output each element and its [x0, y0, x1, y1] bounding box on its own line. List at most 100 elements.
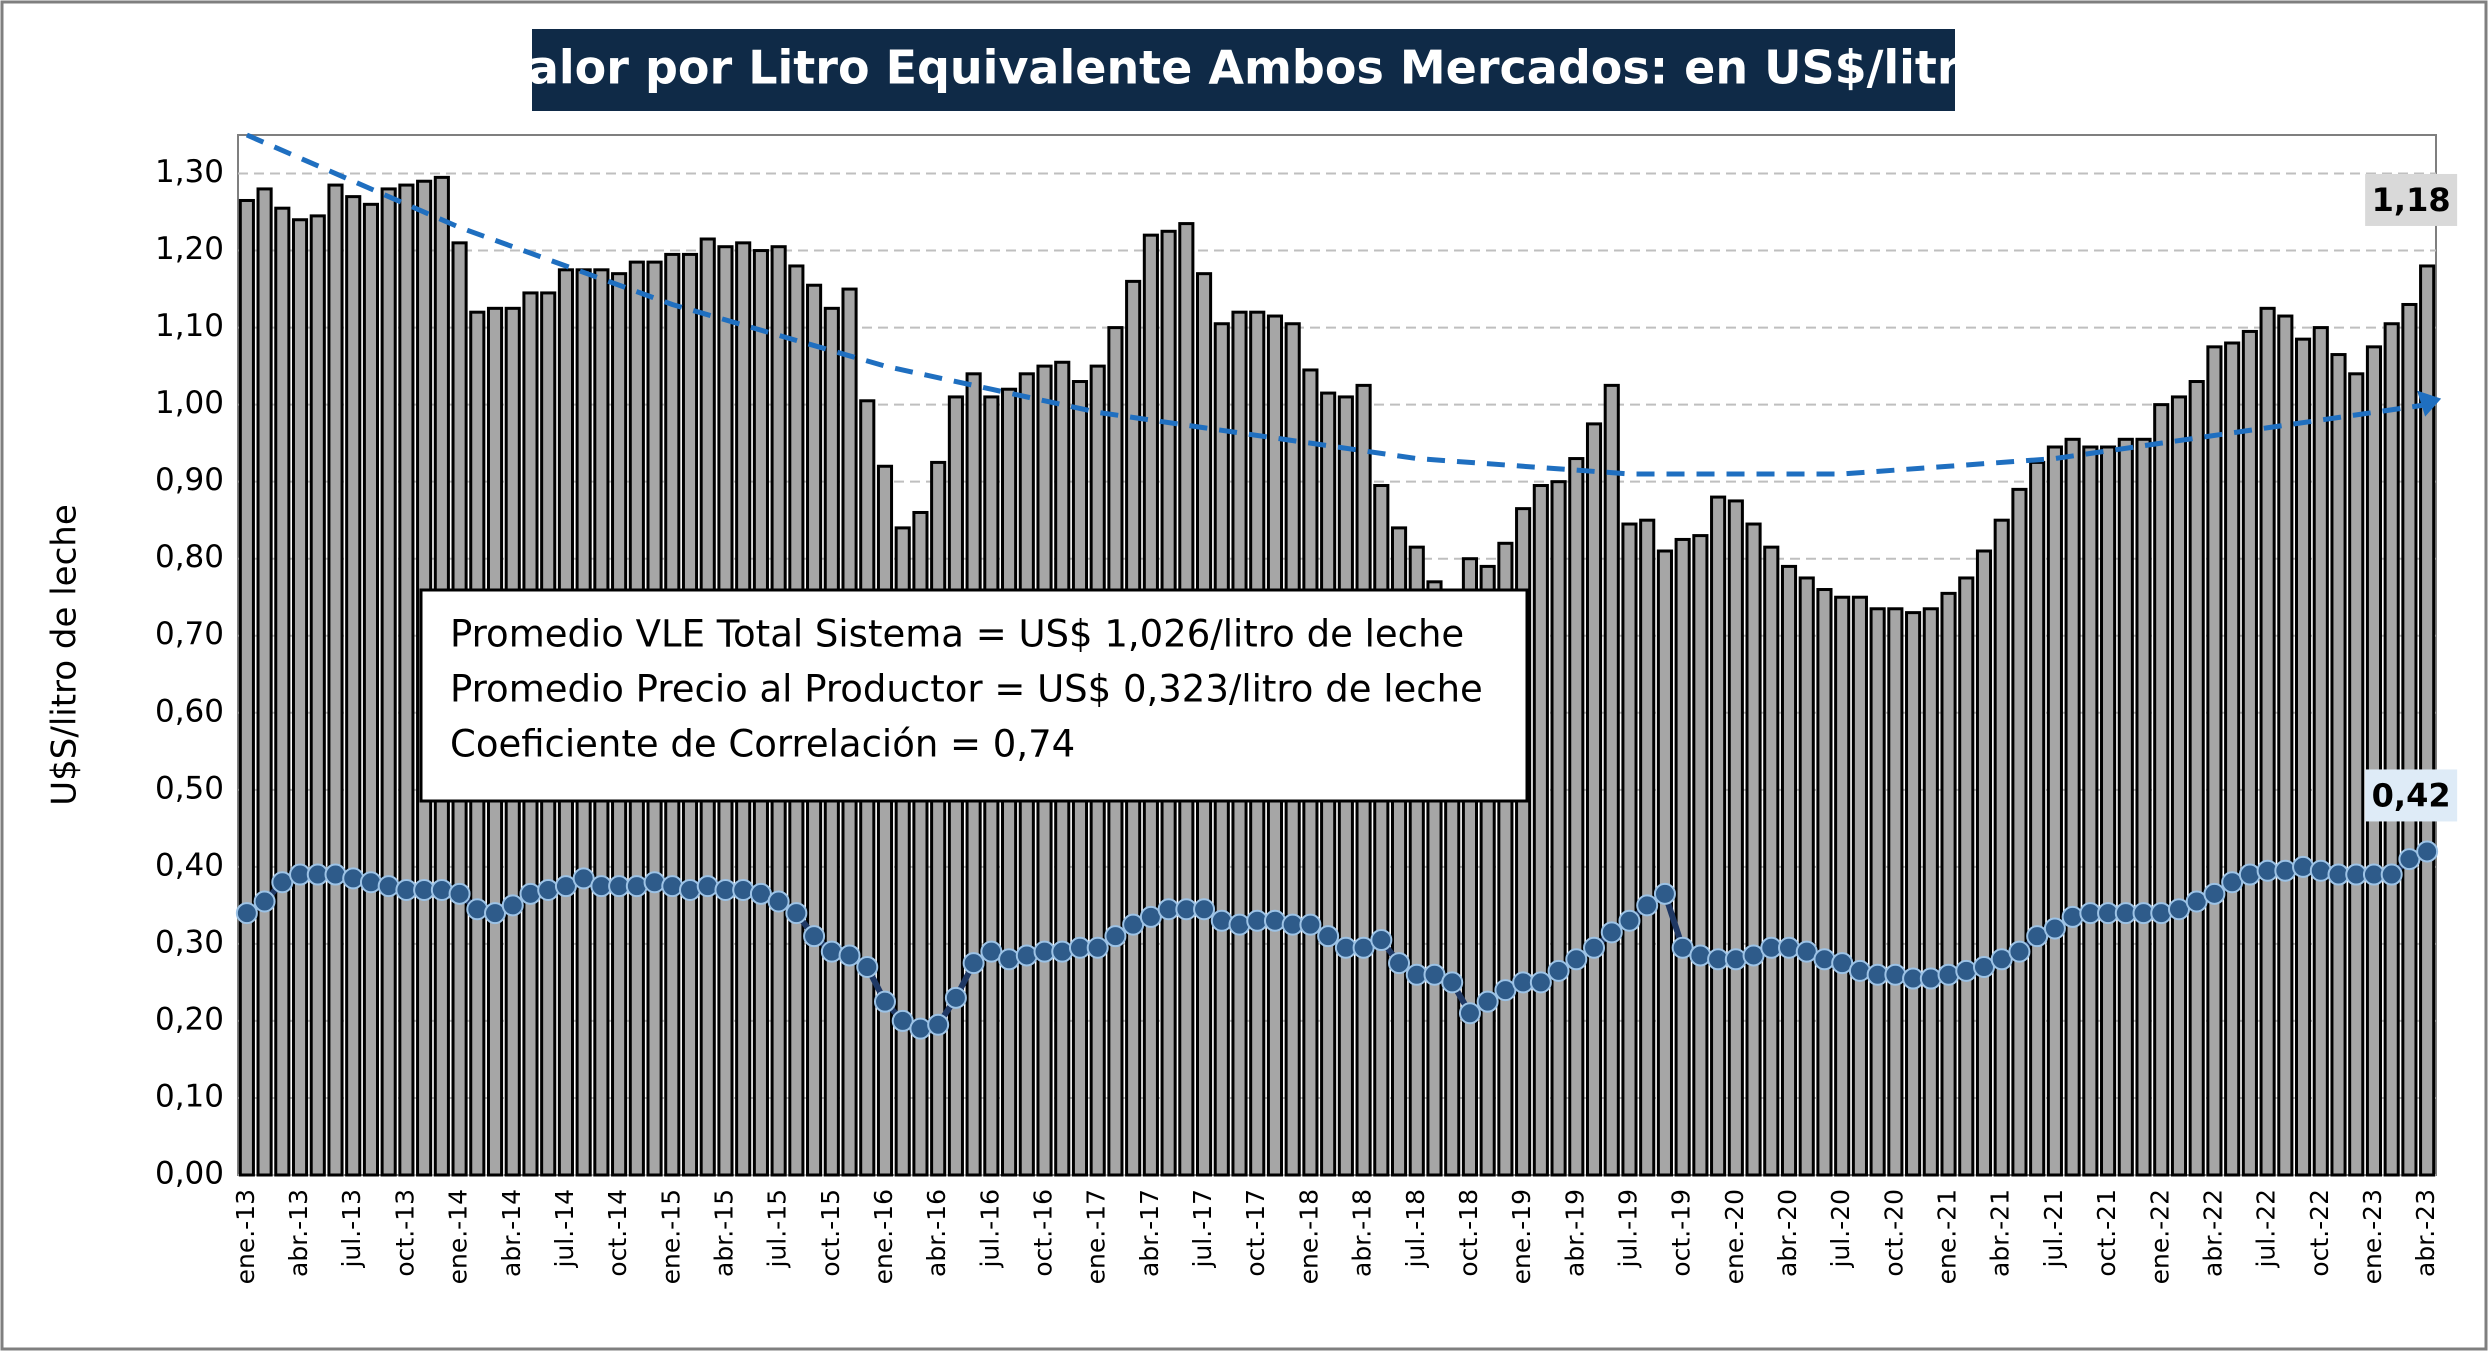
y-tick-label: 0,20	[155, 1001, 224, 1037]
bar	[2064, 437, 2081, 1177]
bar	[876, 464, 894, 1177]
chart-title: Valor por Litro Equivalente Ambos Mercad…	[495, 41, 1991, 95]
line-marker	[2309, 859, 2332, 882]
x-tick-label: oct.-17	[1241, 1189, 1270, 1277]
bar	[2011, 487, 2028, 1177]
bar	[1674, 537, 1691, 1177]
bar	[2153, 403, 2170, 1177]
line-marker	[2043, 917, 2066, 940]
line-marker	[856, 956, 879, 978]
y-tick-label: 1,00	[155, 385, 224, 421]
x-tick-label: abr.-14	[497, 1189, 526, 1277]
bar	[2224, 341, 2241, 1177]
y-axis-label: U$S/litro de leche	[45, 504, 85, 805]
bar	[2277, 314, 2294, 1177]
line-marker	[696, 875, 719, 898]
bar	[327, 183, 344, 1177]
line-marker	[1547, 959, 1570, 982]
line-marker	[927, 1013, 950, 1036]
line-marker	[1636, 894, 1659, 917]
line-marker	[1086, 936, 1109, 959]
bar	[1568, 457, 1585, 1177]
y-tick-label: 0,50	[155, 770, 224, 806]
x-tick-label: jul.-15	[763, 1189, 792, 1269]
bar	[1922, 607, 1939, 1177]
x-tick-label: oct.-20	[1879, 1189, 1908, 1277]
line-marker	[1884, 963, 1907, 986]
bar	[1692, 534, 1709, 1177]
x-tick-label: jul.-13	[337, 1189, 366, 1269]
x-tick-label: oct.-22	[2305, 1189, 2334, 1277]
x-tick-label: oct.-19	[1667, 1189, 1696, 1277]
bar	[309, 214, 326, 1177]
bar	[1869, 607, 1886, 1177]
line-marker	[625, 875, 648, 898]
bar	[2170, 395, 2188, 1177]
line-marker	[2380, 863, 2403, 886]
trend-line	[245, 132, 2428, 477]
bar	[238, 198, 255, 1177]
bar	[2330, 353, 2347, 1177]
bar	[2383, 322, 2400, 1177]
bar	[2259, 306, 2276, 1177]
line-marker	[501, 894, 524, 917]
x-tick-label: ene.-23	[2358, 1189, 2387, 1284]
y-tick-label: 0,40	[155, 847, 224, 883]
line-marker	[820, 940, 843, 963]
bar	[2117, 437, 2134, 1177]
bar	[1887, 607, 1904, 1177]
line-marker	[1210, 909, 1233, 932]
bar	[274, 206, 291, 1177]
x-tick-label: abr.-16	[922, 1189, 951, 1277]
x-tick-label: ene.-20	[1720, 1189, 1749, 1284]
annotation-text: Promedio VLE Total Sistema = US$ 1,026/l…	[450, 613, 1464, 656]
line-marker	[1299, 913, 1322, 936]
bar	[1745, 522, 1762, 1177]
bar	[398, 183, 415, 1177]
line-marker	[448, 882, 471, 905]
bar	[1639, 518, 1656, 1177]
bar	[1851, 595, 1868, 1177]
bar	[1958, 576, 1975, 1177]
line-marker	[1458, 1002, 1481, 1025]
bar	[1993, 518, 2010, 1177]
bar	[1585, 422, 1603, 1177]
line-marker	[1919, 967, 1942, 990]
bar	[2365, 345, 2383, 1177]
line-marker	[2150, 902, 2173, 925]
x-tick-label: abr.-20	[1773, 1189, 1802, 1277]
x-tick-label: ene.-14	[444, 1189, 473, 1284]
bar	[362, 202, 380, 1177]
bar	[1621, 522, 1638, 1177]
y-tick-label: 0,90	[155, 462, 224, 498]
line-marker	[2061, 905, 2084, 928]
line-marker	[1618, 909, 1641, 932]
line-marker	[767, 890, 790, 913]
line-marker	[1193, 898, 1216, 921]
bar	[345, 195, 362, 1177]
annotation-text: Promedio Precio al Productor = US$ 0,323…	[450, 668, 1483, 711]
line-marker	[643, 871, 666, 894]
x-tick-label: jul.-18	[1401, 1189, 1430, 1269]
x-tick-label: oct.-13	[390, 1189, 419, 1277]
bar	[1532, 484, 1549, 1177]
bar	[1780, 564, 1798, 1177]
line-marker	[2292, 855, 2315, 878]
line-marker	[537, 878, 560, 901]
line-marker	[679, 878, 702, 901]
x-tick-label: oct.-14	[603, 1189, 632, 1277]
bar	[1975, 549, 1993, 1177]
line-marker	[1848, 959, 1871, 982]
line-marker	[785, 902, 808, 925]
trend-arrowhead	[2417, 390, 2442, 417]
line-marker	[235, 902, 258, 925]
line-marker	[838, 944, 861, 967]
line-marker	[2416, 840, 2439, 863]
bar	[2135, 437, 2152, 1177]
x-tick-label: oct.-18	[1454, 1189, 1483, 1277]
line-marker	[1689, 944, 1712, 967]
line-marker	[1600, 921, 1623, 944]
bar	[256, 187, 273, 1177]
annotation-text: Coeficiente de Correlación = 0,74	[450, 723, 1075, 766]
